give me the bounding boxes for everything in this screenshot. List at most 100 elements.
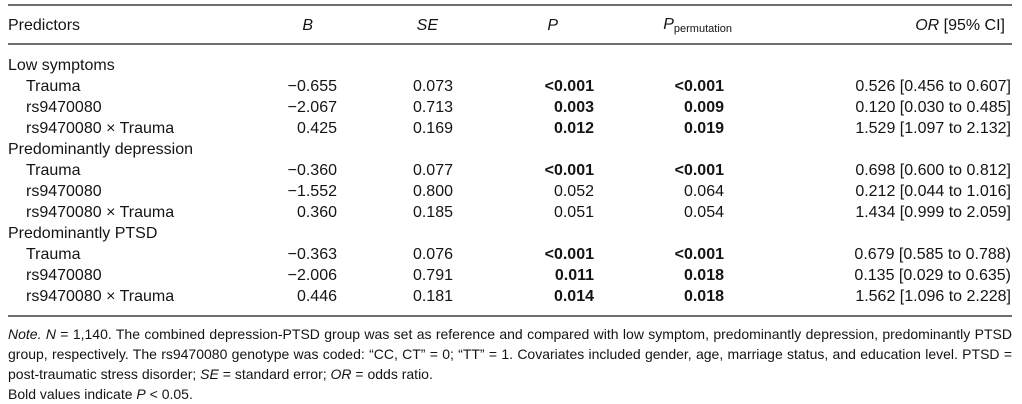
section-label: Low symptoms (8, 57, 115, 74)
b-cell: 0.446 (296, 288, 337, 305)
p-permutation-cell: 0.064 (683, 183, 724, 200)
p-cell: 0.003 (553, 99, 594, 116)
p-cell: 0.012 (553, 120, 594, 137)
table-row: Trauma −0.360 0.077 <0.001 <0.001 0.698 … (8, 160, 1012, 181)
empty-cell (461, 139, 602, 160)
predictor-cell: Trauma (26, 78, 81, 95)
note-text: = standard error; (218, 366, 331, 382)
se-cell: 0.800 (412, 183, 453, 200)
p-cell: 0.051 (553, 204, 594, 221)
table-row: rs9470080 −2.067 0.713 0.003 0.009 0.120… (8, 97, 1012, 118)
or-ci-cell: 1.434 [0.999 to 2.059] (855, 204, 1011, 221)
p-permutation-cell: 0.018 (683, 267, 724, 284)
header-b: B (265, 5, 345, 45)
p-cell: <0.001 (544, 162, 594, 179)
b-cell: 0.360 (296, 204, 337, 221)
p-permutation-cell: 0.054 (683, 204, 724, 221)
predictor-cell: Trauma (26, 246, 81, 263)
regression-results-table: Predictors B SE P Ppermutation OR [95% C… (8, 4, 1012, 317)
empty-cell (345, 44, 461, 76)
section-row-predominantly-ptsd: Predominantly PTSD (8, 223, 1012, 244)
empty-cell (732, 44, 1012, 76)
header-row: Predictors B SE P Ppermutation OR [95% C… (8, 5, 1012, 45)
b-cell: −0.360 (287, 162, 337, 179)
or-ci-cell: 1.529 [1.097 to 2.132] (855, 120, 1011, 137)
header-ci-label: [95% CI] (939, 16, 1005, 34)
or-ci-cell: 1.562 [1.096 to 2.228] (855, 288, 1011, 305)
section-row-predominantly-depression: Predominantly depression (8, 139, 1012, 160)
empty-cell (345, 223, 461, 244)
table-note: Note. N = 1,140. The combined depression… (8, 324, 1012, 384)
note-n-symbol: N (45, 326, 56, 342)
empty-cell (265, 139, 345, 160)
note-or-symbol: OR (330, 366, 352, 382)
p-cell: <0.001 (544, 78, 594, 95)
bold-values-note: Bold values indicate P < 0.05. (8, 384, 1012, 404)
se-cell: 0.077 (412, 162, 453, 179)
header-p-label: P (547, 16, 558, 34)
b-cell: 0.425 (296, 120, 337, 137)
section-label: Predominantly PTSD (8, 225, 158, 242)
empty-cell (602, 44, 732, 76)
predictor-cell: rs9470080 × Trauma (26, 288, 175, 305)
p-permutation-cell: <0.001 (674, 78, 724, 95)
p-permutation-cell: 0.018 (683, 288, 724, 305)
predictor-cell: rs9470080 (26, 183, 102, 200)
se-cell: 0.073 (412, 78, 453, 95)
se-cell: 0.181 (412, 288, 453, 305)
note-text: = odds ratio. (351, 366, 433, 382)
or-ci-cell: 0.526 [0.456 to 0.607] (855, 78, 1011, 95)
p-cell: 0.011 (554, 267, 594, 284)
empty-cell (602, 139, 732, 160)
empty-cell (602, 223, 732, 244)
note-label: Note. (8, 326, 46, 342)
empty-cell (345, 139, 461, 160)
header-predictors: Predictors (8, 5, 265, 45)
header-predictors-label: Predictors (8, 16, 81, 34)
predictor-cell: rs9470080 × Trauma (26, 204, 175, 221)
p-permutation-cell: <0.001 (674, 162, 724, 179)
note-text: < 0.05. (145, 386, 193, 402)
section-row-low-symptoms: Low symptoms (8, 44, 1012, 76)
header-se: SE (345, 5, 461, 45)
empty-cell (265, 223, 345, 244)
b-cell: −2.067 (287, 99, 337, 116)
or-ci-cell: 0.679 [0.585 to 0.788) (854, 246, 1011, 263)
empty-cell (461, 44, 602, 76)
p-permutation-cell: 0.019 (683, 120, 724, 137)
table-row: rs9470080 × Trauma 0.446 0.181 0.014 0.0… (8, 286, 1012, 316)
table-row: Trauma −0.363 0.076 <0.001 <0.001 0.679 … (8, 244, 1012, 265)
header-se-label: SE (416, 16, 438, 34)
p-cell: 0.052 (553, 183, 594, 200)
or-ci-cell: 0.135 [0.029 to 0.635) (854, 267, 1011, 284)
note-text: Bold values indicate (8, 386, 137, 402)
p-permutation-cell: 0.009 (683, 99, 724, 116)
b-cell: −1.552 (287, 183, 337, 200)
header-p: P (461, 5, 602, 45)
empty-cell (265, 44, 345, 76)
table-header: Predictors B SE P Ppermutation OR [95% C… (8, 5, 1012, 45)
se-cell: 0.169 (412, 120, 453, 137)
se-cell: 0.713 (412, 99, 453, 116)
header-p-permutation: Ppermutation (602, 5, 732, 45)
predictor-cell: rs9470080 (26, 99, 102, 116)
or-ci-cell: 0.120 [0.030 to 0.485] (855, 99, 1011, 116)
table-body: Low symptoms Trauma −0.655 0.073 <0.001 … (8, 44, 1012, 316)
or-ci-cell: 0.212 [0.044 to 1.016] (855, 183, 1011, 200)
note-text: = 1,140. The combined depression-PTSD gr… (8, 326, 1012, 382)
b-cell: −2.006 (287, 267, 337, 284)
empty-cell (461, 223, 602, 244)
section-label: Predominantly depression (8, 141, 193, 158)
table-row: rs9470080 −2.006 0.791 0.011 0.018 0.135… (8, 265, 1012, 286)
b-cell: −0.363 (287, 246, 337, 263)
note-se-symbol: SE (200, 366, 219, 382)
header-b-label: B (302, 16, 313, 34)
p-permutation-cell: <0.001 (674, 246, 724, 263)
se-cell: 0.185 (412, 204, 453, 221)
header-p-permutation-main: P (663, 16, 674, 33)
predictor-cell: Trauma (26, 162, 81, 179)
table-row: rs9470080 −1.552 0.800 0.052 0.064 0.212… (8, 181, 1012, 202)
header-p-permutation-subscript: permutation (673, 23, 732, 35)
empty-cell (732, 139, 1012, 160)
table-row: Trauma −0.655 0.073 <0.001 <0.001 0.526 … (8, 76, 1012, 97)
